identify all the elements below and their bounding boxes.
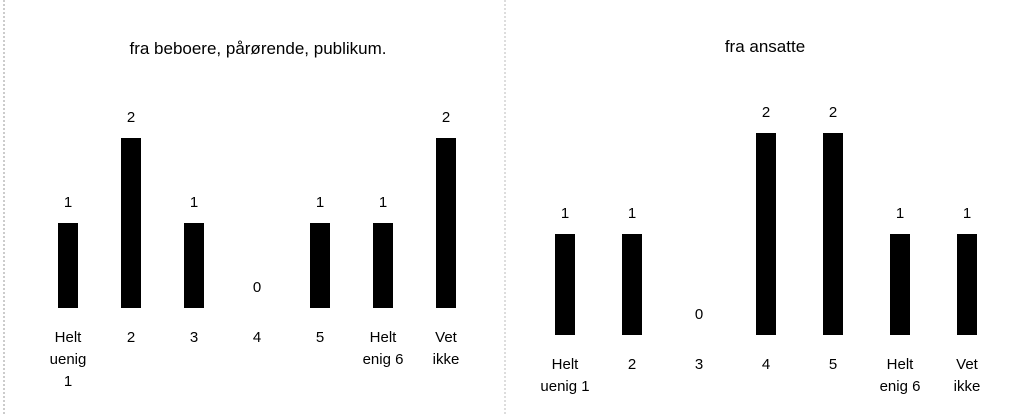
bar bbox=[555, 234, 575, 335]
x-tick-label: 4 bbox=[253, 329, 261, 346]
x-tick-label: 3 bbox=[190, 329, 198, 346]
bar bbox=[890, 234, 910, 335]
x-tick-label: 2 bbox=[628, 356, 636, 373]
x-tick-label: Helt uenig 1 bbox=[540, 356, 589, 395]
data-label: 0 bbox=[695, 306, 703, 323]
x-tick-label: Vet ikke bbox=[433, 329, 460, 368]
x-tick-label: Helt enig 6 bbox=[363, 329, 404, 368]
bar bbox=[121, 138, 141, 308]
bar bbox=[622, 234, 642, 335]
x-tick-label: 4 bbox=[762, 356, 770, 373]
x-tick-label: 5 bbox=[316, 329, 324, 346]
data-label: 2 bbox=[762, 104, 770, 121]
data-label: 1 bbox=[561, 205, 569, 222]
chart-title: fra ansatte bbox=[725, 37, 805, 56]
x-tick-label: Vet ikke bbox=[954, 356, 981, 395]
x-tick-label: 5 bbox=[829, 356, 837, 373]
bar bbox=[436, 138, 456, 308]
bar bbox=[373, 223, 393, 308]
bar bbox=[310, 223, 330, 308]
chart-title: fra beboere, pårørende, publikum. bbox=[129, 39, 386, 58]
data-label: 1 bbox=[379, 194, 387, 211]
data-label: 1 bbox=[628, 205, 636, 222]
data-label: 0 bbox=[253, 279, 261, 296]
x-tick-label: 3 bbox=[695, 356, 703, 373]
data-label: 1 bbox=[64, 194, 72, 211]
data-label: 2 bbox=[829, 104, 837, 121]
data-label: 1 bbox=[963, 205, 971, 222]
data-label: 1 bbox=[896, 205, 904, 222]
bar bbox=[957, 234, 977, 335]
data-label: 1 bbox=[316, 194, 324, 211]
x-tick-label: Helt enig 6 bbox=[880, 356, 921, 395]
bar bbox=[823, 133, 843, 335]
x-tick-label: 2 bbox=[127, 329, 135, 346]
bar bbox=[756, 133, 776, 335]
bar bbox=[58, 223, 78, 308]
bar bbox=[184, 223, 204, 308]
data-label: 2 bbox=[127, 109, 135, 126]
data-label: 2 bbox=[442, 109, 450, 126]
data-label: 1 bbox=[190, 194, 198, 211]
x-tick-label: Helt uenig 1 bbox=[50, 329, 87, 390]
